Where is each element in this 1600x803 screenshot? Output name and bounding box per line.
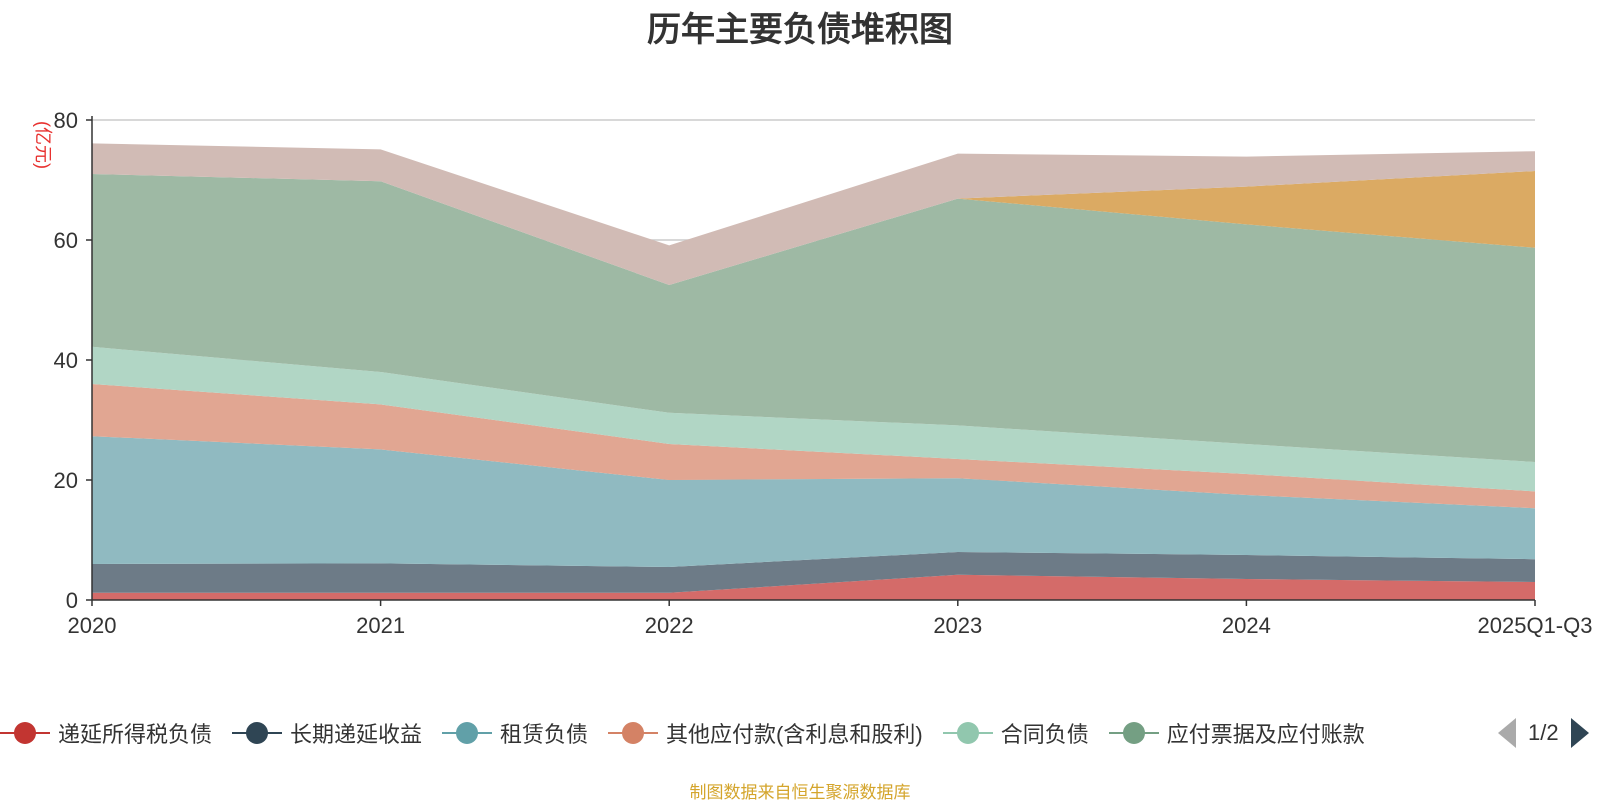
chart-title: 历年主要负债堆积图	[647, 11, 953, 49]
legend-label: 其他应付款(含利息和股利)	[666, 722, 923, 747]
area-series-6	[92, 171, 1535, 285]
legend-label: 长期递延收益	[290, 722, 423, 747]
legend-label: 合同负债	[1000, 722, 1089, 747]
area-series-5	[92, 174, 1535, 462]
legend-marker-icon	[942, 720, 993, 746]
legend-label: 应付票据及应付账款	[1166, 722, 1365, 747]
legend: 递延所得税负债 长期递延收益 租赁负债 其他应付款(含利息和股利) 合同负债 应付票据及应…	[0, 716, 1385, 750]
legend-item[interactable]: 合同负债	[942, 717, 1089, 749]
x-tick-label: 2024	[1222, 613, 1271, 638]
x-tick-label: 2021	[356, 613, 405, 638]
legend-label: 递延所得税负债	[58, 722, 213, 747]
legend-item[interactable]: 递延所得税负债	[0, 717, 212, 749]
y-axis-label: (亿元)	[33, 121, 53, 169]
legend-marker-icon	[1108, 720, 1159, 746]
legend-item[interactable]: 租赁负债	[442, 717, 588, 749]
legend-marker-icon	[442, 720, 493, 746]
area-series-3	[92, 384, 1535, 509]
legend-marker-icon	[0, 720, 50, 746]
x-tick-label: 2025Q1-Q3	[1478, 613, 1593, 638]
area-series-4	[92, 346, 1535, 492]
x-tick-label: 2022	[645, 613, 694, 638]
x-tick-label: 2020	[68, 613, 117, 638]
legend-item[interactable]: 长期递延收益	[232, 717, 422, 749]
area-series-7	[92, 143, 1535, 285]
legend-item[interactable]: 其他应付款(含利息和股利)	[608, 717, 923, 749]
y-tick-label: 80	[54, 108, 78, 133]
y-tick-label: 0	[66, 588, 78, 613]
legend-marker-icon	[608, 720, 659, 746]
legend-prev-page-icon[interactable]	[1498, 718, 1516, 748]
source-note: 制图数据来自恒生聚源数据库	[689, 783, 911, 802]
legend-page-indicator: 1/2	[1528, 720, 1559, 745]
legend-item[interactable]: 应付票据及应付账款	[1108, 717, 1365, 749]
axis-layer: 0 20 40 60 80 2020 2021 2022 2023 2024 2025Q1-Q3	[54, 108, 1593, 638]
area-layer	[92, 143, 1535, 600]
area-series-1	[92, 552, 1535, 593]
legend-pager: 1/2	[1498, 716, 1589, 750]
area-series-0	[92, 574, 1535, 600]
x-tick-label: 2023	[933, 613, 982, 638]
y-tick-label: 40	[54, 348, 78, 373]
legend-next-page-icon[interactable]	[1570, 718, 1589, 748]
legend-label: 租赁负债	[500, 722, 589, 747]
legend-marker-icon	[232, 720, 283, 746]
y-tick-label: 60	[54, 228, 78, 253]
area-series-2	[92, 436, 1535, 567]
y-tick-label: 20	[54, 468, 78, 493]
